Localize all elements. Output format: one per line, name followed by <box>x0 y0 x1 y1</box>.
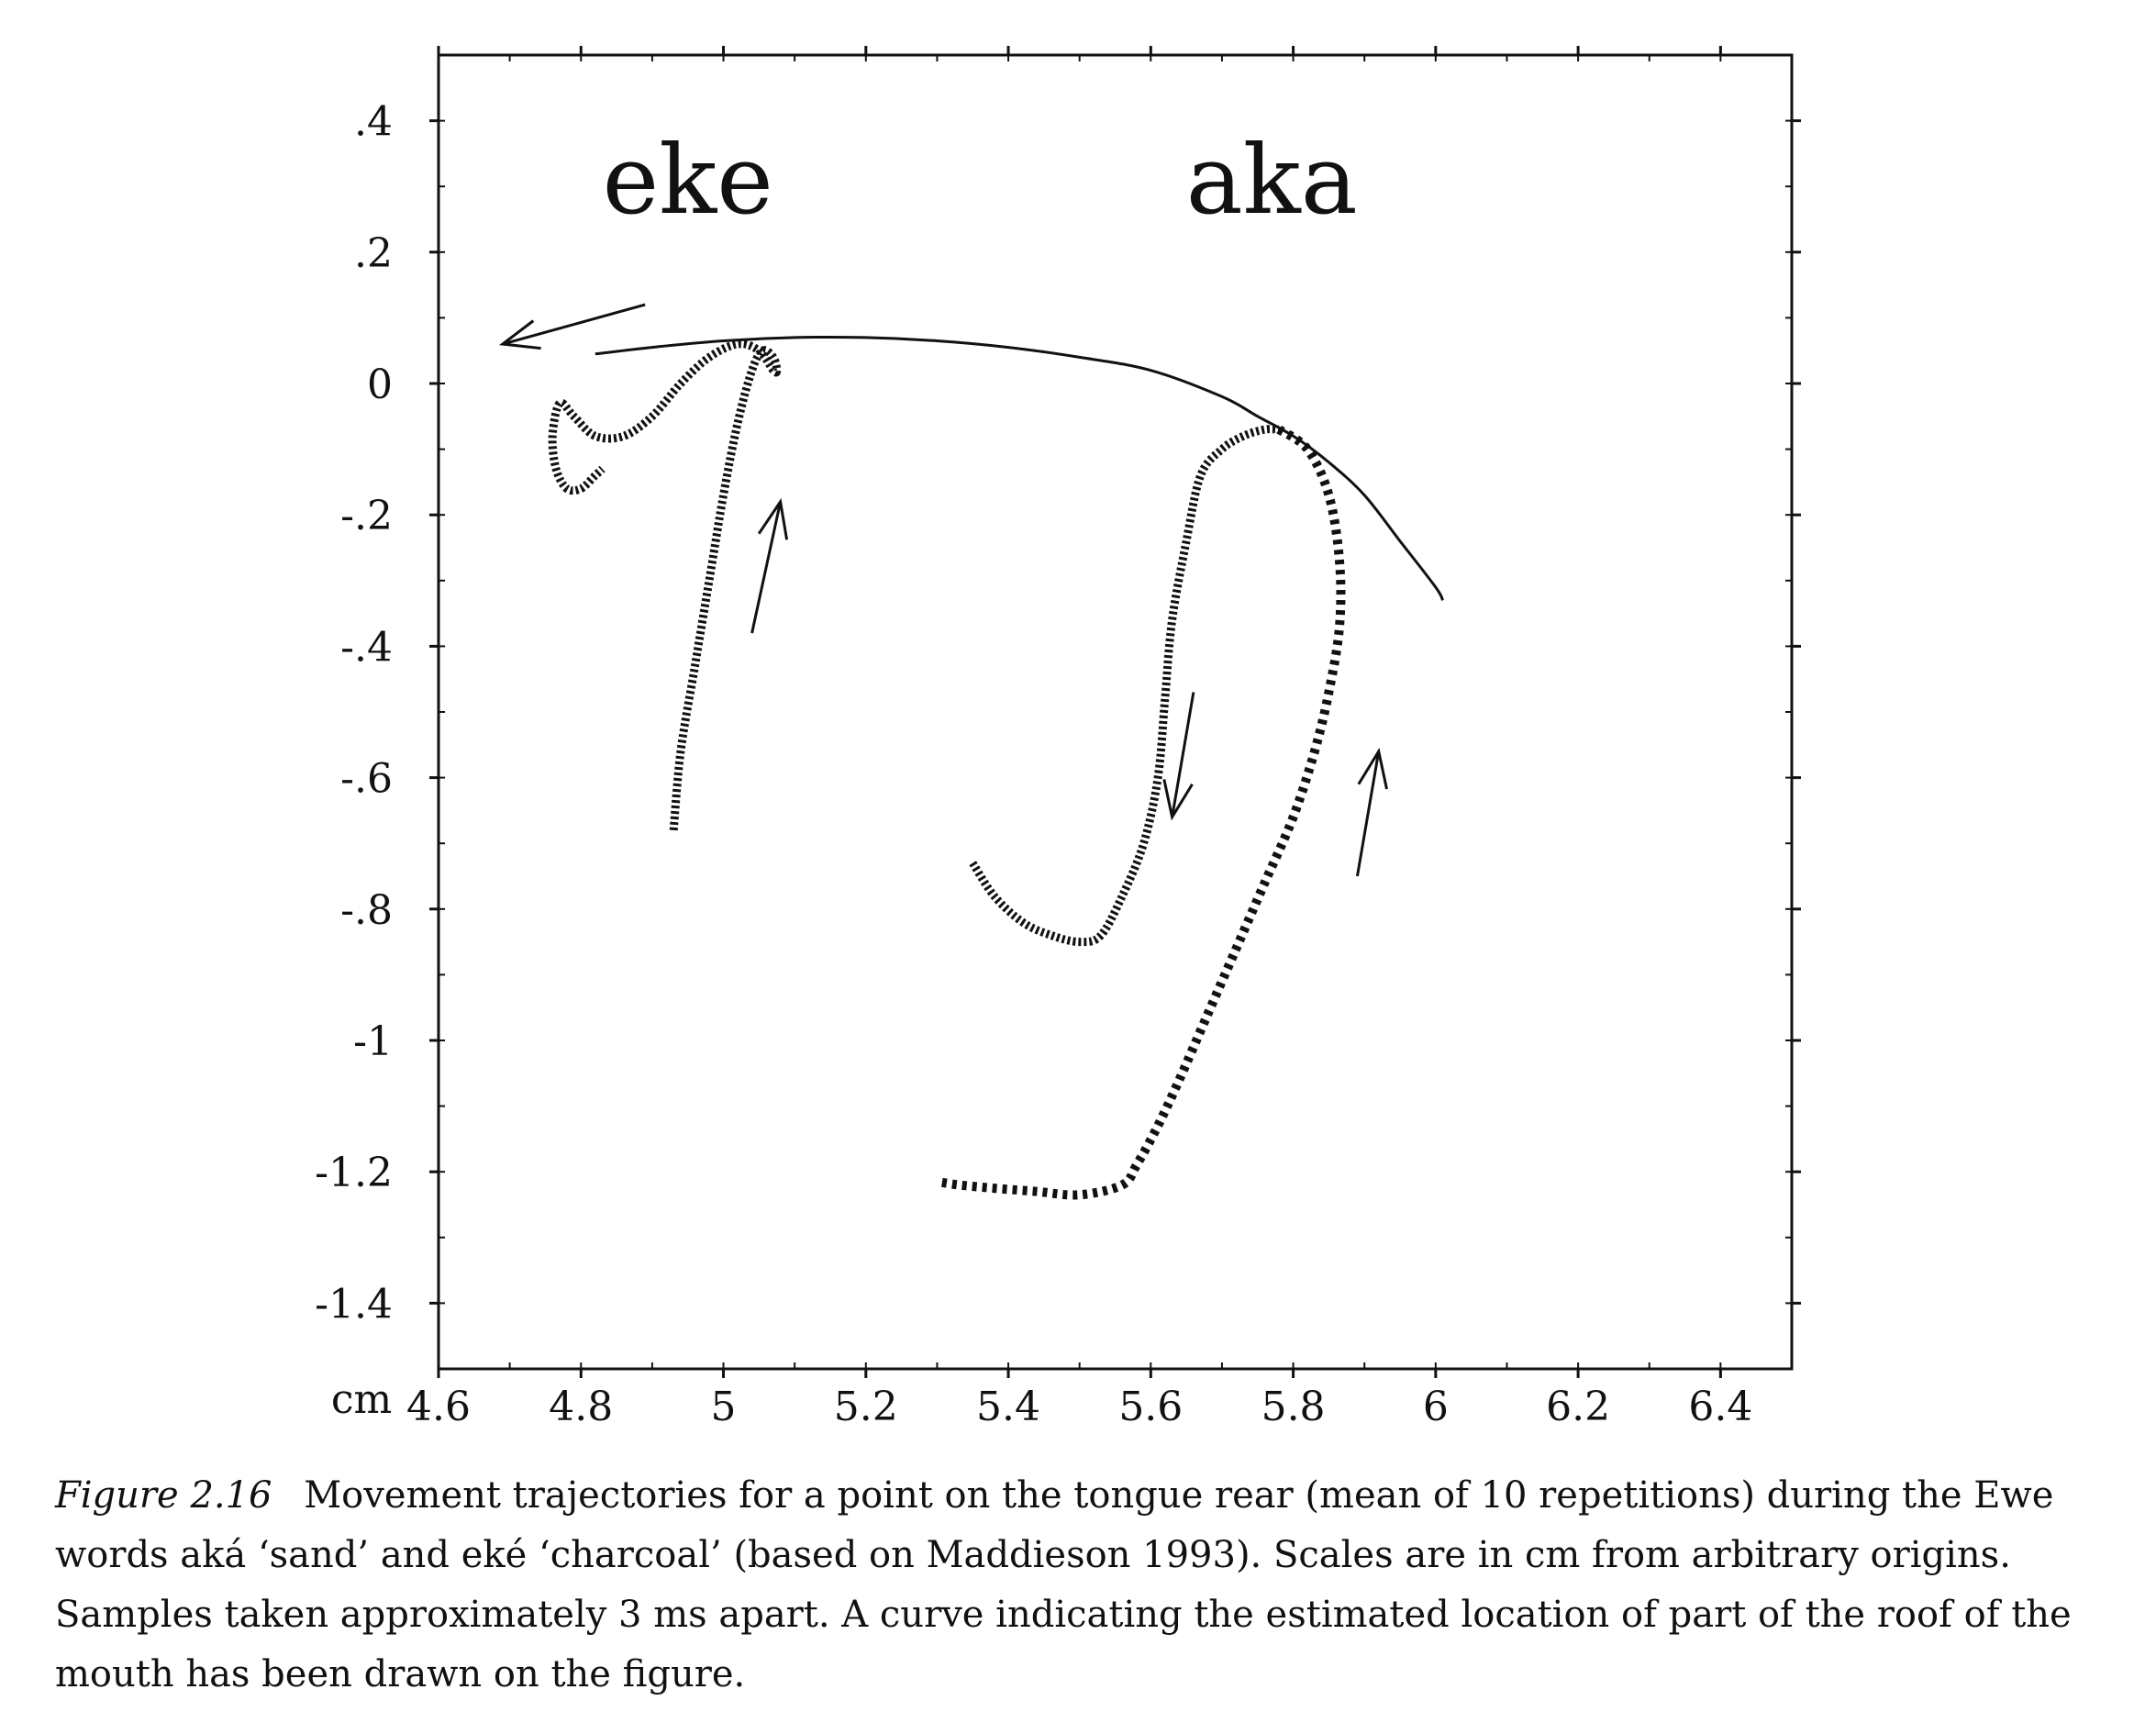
figure-caption: Figure 2.16 Movement trajectories for a … <box>55 1466 2128 1705</box>
x-tick-label: 4.8 <box>549 1384 613 1430</box>
x-tick-label: 5.8 <box>1261 1384 1326 1430</box>
x-tick-label: 6.4 <box>1688 1384 1752 1430</box>
caption-number: 2.16 <box>190 1474 272 1517</box>
direction-arrows <box>498 303 1388 877</box>
y-tick-label: -1 <box>353 1018 393 1065</box>
y-tick-label: -.6 <box>340 756 393 803</box>
arrow-head-1 <box>498 319 541 350</box>
axis-ticks <box>429 46 1801 1378</box>
x-tick-label: 5.2 <box>834 1384 898 1430</box>
arrow-head-2 <box>757 497 789 540</box>
x-tick-label: 5.6 <box>1118 1384 1183 1430</box>
trajectory-line-3 <box>936 425 1346 1200</box>
arrow-shaft-1 <box>502 303 646 346</box>
trajectory-chart: .4 .2 0 -.2 -.4 -.6 -.8 -1 -1.2 -1.4 4.6 4.8 5 5.2 5.… <box>315 46 1801 1430</box>
y-tick-label: -1.2 <box>315 1150 393 1196</box>
x-tick-label: 4.6 <box>406 1384 471 1430</box>
caption-label: Figure <box>55 1474 179 1517</box>
data-series <box>548 335 1444 1200</box>
plot-frame <box>437 53 1794 1371</box>
arrow-shaft-2 <box>750 501 783 634</box>
word-annotations: eke aka <box>603 124 1358 236</box>
trajectory-line-4 <box>595 335 1444 602</box>
word-label-aka: aka <box>1186 124 1358 236</box>
x-tick-label: 5.4 <box>976 1384 1040 1430</box>
y-tick-label: -1.4 <box>315 1281 393 1328</box>
x-tick-label: 5 <box>711 1384 737 1430</box>
word-label-eke: eke <box>603 124 773 236</box>
arrow-shaft-4 <box>1355 750 1381 877</box>
axis-unit-label: cm <box>331 1376 392 1423</box>
trajectory-line-1 <box>548 339 782 831</box>
trajectory-line-2 <box>969 425 1280 947</box>
y-tick-label: -.2 <box>340 493 393 539</box>
caption-text: Movement trajectories for a point on the… <box>55 1474 2072 1695</box>
arrow-head-3 <box>1162 779 1194 821</box>
y-tick-label: .4 <box>354 99 393 146</box>
y-tick-label: -.8 <box>340 887 393 934</box>
y-axis-labels: .4 .2 0 -.2 -.4 -.6 -.8 -1 -1.2 -1.4 <box>315 99 393 1328</box>
y-tick-label: 0 <box>367 361 393 408</box>
arrow-head-4 <box>1357 747 1388 790</box>
arrow-shaft-3 <box>1171 692 1195 817</box>
x-tick-label: 6.2 <box>1546 1384 1610 1430</box>
y-tick-label: .2 <box>354 230 393 277</box>
x-axis-labels: 4.6 4.8 5 5.2 5.4 5.6 5.8 6 6.2 6.4 <box>406 1384 1752 1430</box>
x-tick-label: 6 <box>1423 1384 1449 1430</box>
y-tick-label: -.4 <box>340 624 393 671</box>
